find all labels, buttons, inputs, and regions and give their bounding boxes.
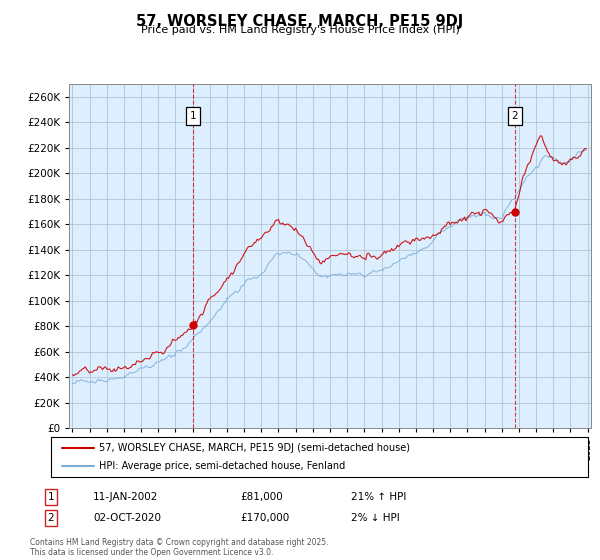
Text: 11-JAN-2002: 11-JAN-2002 xyxy=(93,492,158,502)
Text: HPI: Average price, semi-detached house, Fenland: HPI: Average price, semi-detached house,… xyxy=(100,461,346,471)
Text: Price paid vs. HM Land Registry's House Price Index (HPI): Price paid vs. HM Land Registry's House … xyxy=(140,25,460,35)
Text: 57, WORSLEY CHASE, MARCH, PE15 9DJ (semi-detached house): 57, WORSLEY CHASE, MARCH, PE15 9DJ (semi… xyxy=(100,443,410,452)
Text: £81,000: £81,000 xyxy=(240,492,283,502)
FancyBboxPatch shape xyxy=(51,437,588,477)
Text: 1: 1 xyxy=(47,492,55,502)
Text: £170,000: £170,000 xyxy=(240,513,289,523)
Text: 1: 1 xyxy=(190,111,197,121)
Text: 2: 2 xyxy=(47,513,55,523)
Text: 2% ↓ HPI: 2% ↓ HPI xyxy=(351,513,400,523)
Text: 2: 2 xyxy=(511,111,518,121)
Text: 57, WORSLEY CHASE, MARCH, PE15 9DJ: 57, WORSLEY CHASE, MARCH, PE15 9DJ xyxy=(136,14,464,29)
Text: 21% ↑ HPI: 21% ↑ HPI xyxy=(351,492,406,502)
Text: 02-OCT-2020: 02-OCT-2020 xyxy=(93,513,161,523)
Text: Contains HM Land Registry data © Crown copyright and database right 2025.
This d: Contains HM Land Registry data © Crown c… xyxy=(30,538,329,557)
